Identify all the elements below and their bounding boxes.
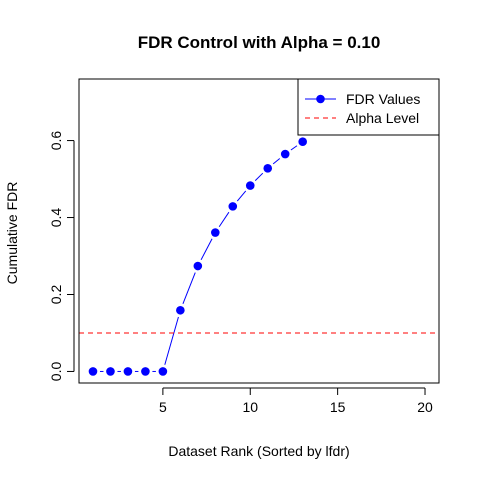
fdr-line-segment bbox=[200, 238, 213, 261]
y-axis-label: Cumulative FDR bbox=[4, 182, 20, 285]
fdr-point bbox=[88, 367, 98, 376]
fdr-point bbox=[280, 149, 290, 159]
legend-label-alpha: Alpha Level bbox=[346, 110, 419, 126]
chart-title: FDR Control with Alpha = 0.10 bbox=[138, 33, 381, 52]
fdr-point bbox=[245, 181, 255, 190]
plot-area bbox=[78, 78, 440, 384]
fdr-point bbox=[123, 367, 133, 376]
legend-label-fdr: FDR Values bbox=[346, 91, 420, 107]
x-tick-label: 5 bbox=[159, 399, 167, 415]
fdr-point bbox=[158, 367, 168, 376]
fdr-line-segment bbox=[218, 211, 230, 227]
x-tick-label: 10 bbox=[242, 399, 258, 415]
fdr-point bbox=[141, 367, 150, 376]
fdr-point bbox=[211, 228, 220, 237]
fdr-point bbox=[176, 305, 185, 315]
x-tick-label: 20 bbox=[417, 399, 433, 415]
fdr-point bbox=[263, 163, 273, 173]
fdr-point bbox=[298, 137, 307, 147]
x-tick-label: 15 bbox=[330, 399, 346, 415]
fdr-line-segment bbox=[164, 316, 179, 365]
fdr-line-segment bbox=[236, 190, 247, 202]
fdr-point bbox=[228, 202, 238, 211]
fdr-line-segment bbox=[182, 272, 196, 304]
x-axis-label: Dataset Rank (Sorted by lfdr) bbox=[168, 443, 349, 459]
y-tick-label: 0.0 bbox=[48, 362, 64, 382]
fdr-point bbox=[193, 261, 203, 271]
fdr-line-segment bbox=[272, 158, 281, 165]
y-tick-label: 0.6 bbox=[48, 131, 64, 151]
fdr-line-segment bbox=[290, 145, 298, 151]
y-axis: 0.0 0.2 0.4 0.6 bbox=[48, 131, 75, 382]
fdr-line-segment bbox=[254, 172, 264, 182]
legend-box bbox=[297, 78, 440, 136]
fdr-point bbox=[106, 367, 115, 376]
legend: FDR Values Alpha Level bbox=[297, 78, 440, 136]
y-tick-label: 0.2 bbox=[48, 285, 64, 305]
y-tick-label: 0.4 bbox=[48, 208, 64, 228]
data-layer bbox=[79, 137, 439, 376]
plot-frame bbox=[78, 78, 440, 384]
x-axis: 5 10 15 20 bbox=[159, 387, 433, 415]
legend-swatch-fdr-point bbox=[316, 94, 325, 104]
